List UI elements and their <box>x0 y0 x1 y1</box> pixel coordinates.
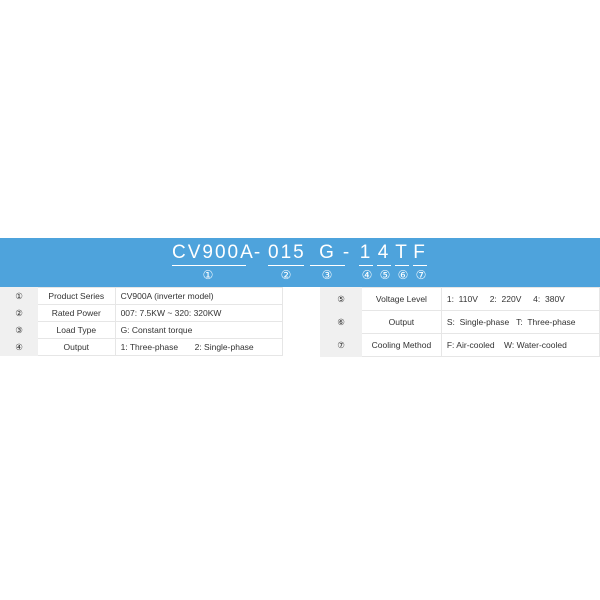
row-index: ⑥ <box>320 310 362 334</box>
row-label: Load Type <box>37 321 116 339</box>
code-phase: T <box>395 242 409 266</box>
row-label: Output <box>361 310 442 334</box>
row-label: Voltage Level <box>361 287 442 311</box>
marker-1: ① <box>202 268 214 282</box>
row-value: 007: 7.5KW ~ 320: 320KW <box>114 304 284 322</box>
row-value: S: Single-phase T: Three-phase <box>440 310 600 334</box>
row-value: F: Air-cooled W: Water-cooled <box>440 333 600 357</box>
table-row: ④ Output 1: Three-phase 2: Single-phase <box>0 338 284 356</box>
table-row: ⑥ Output S: Single-phase T: Three-phase <box>320 310 600 334</box>
row-label: Cooling Method <box>361 333 442 357</box>
table-row: ⑦ Cooling Method F: Air-cooled W: Water-co… <box>320 333 600 357</box>
marker-4: ④ <box>361 268 373 282</box>
row-index: ④ <box>0 338 38 356</box>
marker-3: ③ <box>321 268 333 282</box>
row-label: Product Series <box>37 287 116 305</box>
marker-7: ⑦ <box>415 268 427 282</box>
code-output: 4 <box>377 242 391 266</box>
code-power: 015 <box>268 242 304 266</box>
row-index: ⑤ <box>320 287 362 311</box>
row-index: ① <box>0 287 38 305</box>
code-cooling: F <box>413 242 427 266</box>
row-index: ③ <box>0 321 38 339</box>
table-row: ⑤ Voltage Level 1: 110V 2: 220V 4: 380V <box>320 287 600 311</box>
model-code-banner <box>0 238 600 287</box>
marker-2: ② <box>280 268 292 282</box>
marker-6: ⑥ <box>397 268 409 282</box>
code-load: G <box>310 242 345 266</box>
spec-table-left: ① Product Series CV900A (inverter model) ②… <box>0 287 284 356</box>
table-row: ② Rated Power 007: 7.5KW ~ 320: 320KW <box>0 304 284 322</box>
table-row: ① Product Series CV900A (inverter model) <box>0 287 284 305</box>
code-voltage: 1 <box>359 242 373 266</box>
table-row: ③ Load Type G: Constant torque <box>0 321 284 339</box>
code-dash: - <box>253 242 263 263</box>
marker-5: ⑤ <box>379 268 391 282</box>
row-value: G: Constant torque <box>114 321 284 339</box>
code-series: CV900A <box>172 242 253 266</box>
row-index: ⑦ <box>320 333 362 357</box>
row-value: CV900A (inverter model) <box>114 287 284 305</box>
row-label: Output <box>37 338 116 356</box>
row-index: ② <box>0 304 38 322</box>
code-dash: - <box>342 242 352 263</box>
row-value: 1: Three-phase 2: Single-phase <box>114 338 284 356</box>
row-value: 1: 110V 2: 220V 4: 380V <box>440 287 600 311</box>
row-label: Rated Power <box>37 304 116 322</box>
